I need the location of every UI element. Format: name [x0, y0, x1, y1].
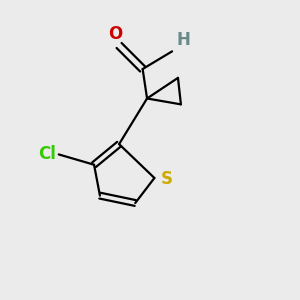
- Text: O: O: [108, 25, 123, 43]
- Text: H: H: [176, 31, 190, 49]
- Text: Cl: Cl: [38, 146, 56, 164]
- Text: S: S: [160, 169, 172, 188]
